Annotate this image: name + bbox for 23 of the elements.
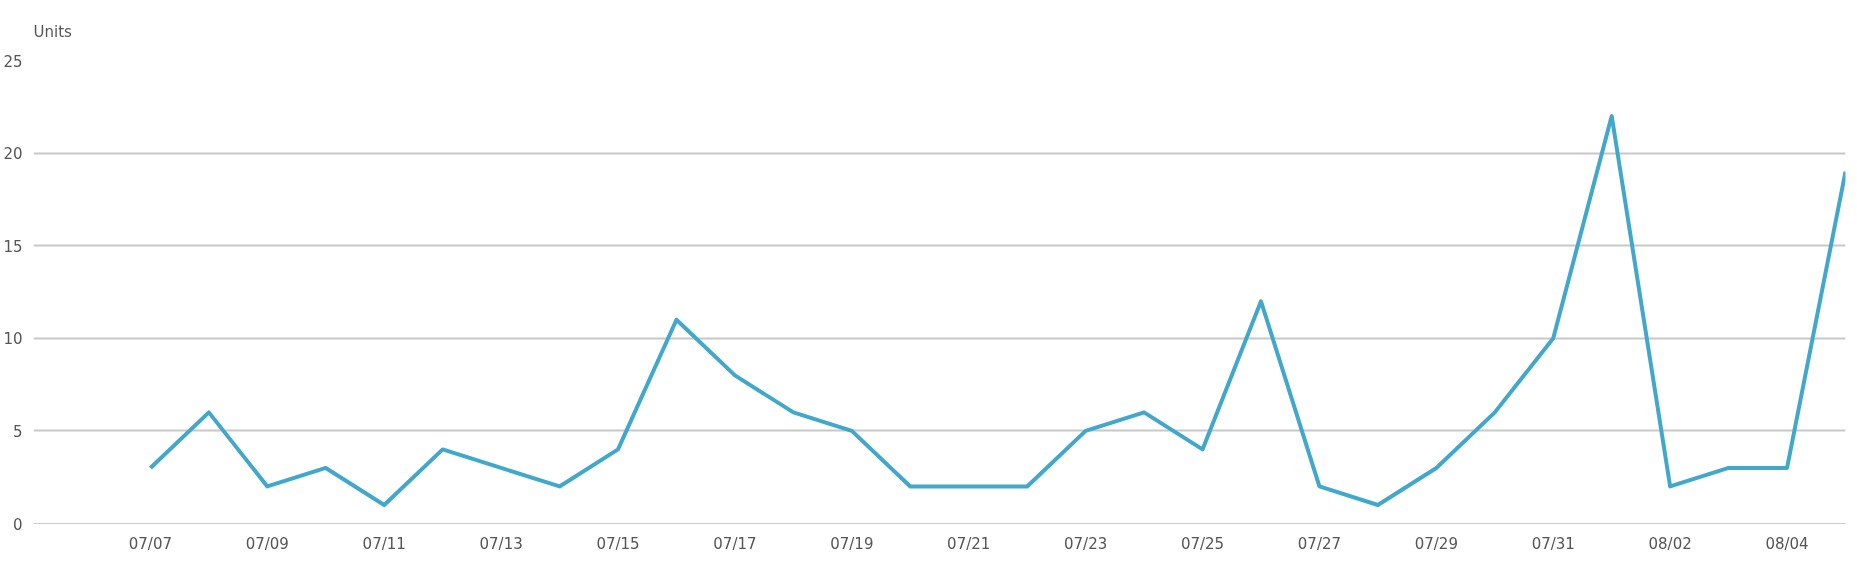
line-series <box>148 114 1846 507</box>
x-tick-label: 07/11 <box>362 534 406 553</box>
y-axis-title: Units <box>33 22 73 41</box>
y-tick-label: 25 <box>3 52 23 71</box>
x-tick-label: 07/07 <box>128 534 173 553</box>
x-tick-label: 07/17 <box>713 534 757 553</box>
y-tick-label: 15 <box>3 237 23 256</box>
x-tick-label: 07/27 <box>1297 534 1342 553</box>
x-tick-label: 07/25 <box>1180 534 1225 553</box>
y-tick-label: 20 <box>3 145 23 164</box>
x-tick-label: 07/23 <box>1064 534 1108 553</box>
y-tick-label: 0 <box>12 515 23 534</box>
x-tick-label: 07/15 <box>596 534 640 553</box>
x-tick-label: 08/04 <box>1765 534 1809 553</box>
y-tick-label: 5 <box>12 422 23 441</box>
x-tick-label: 07/29 <box>1414 534 1458 553</box>
x-tick-label: 07/21 <box>947 534 991 553</box>
x-tick-label: 07/19 <box>830 534 874 553</box>
x-tick-label: 07/31 <box>1531 534 1575 553</box>
x-tick-label: 07/13 <box>479 534 523 553</box>
x-tick-label: 07/09 <box>245 534 289 553</box>
x-tick-label: 08/02 <box>1648 534 1692 553</box>
y-tick-label: 10 <box>3 330 23 349</box>
